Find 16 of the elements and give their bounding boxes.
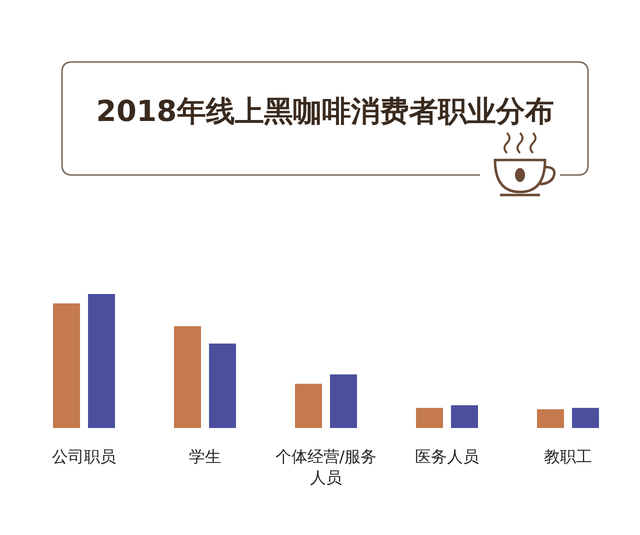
- chart-title: 2018年线上黑咖啡消费者职业分布: [95, 93, 555, 130]
- bar: [88, 294, 115, 428]
- x-tick-label: 个体经营/服务人员: [274, 446, 378, 488]
- bar: [451, 405, 478, 428]
- x-tick-label: 教职工: [543, 446, 593, 467]
- bar: [416, 408, 443, 428]
- bar: [537, 409, 564, 428]
- bar: [209, 344, 236, 428]
- bar: [330, 374, 357, 428]
- bar: [295, 384, 322, 428]
- x-tick-label: 学生: [188, 446, 222, 467]
- x-tick-label: 公司职员: [51, 446, 117, 467]
- bar: [174, 326, 201, 428]
- bar: [572, 408, 599, 428]
- bar: [53, 303, 80, 428]
- x-tick-label: 医务人员: [414, 446, 480, 467]
